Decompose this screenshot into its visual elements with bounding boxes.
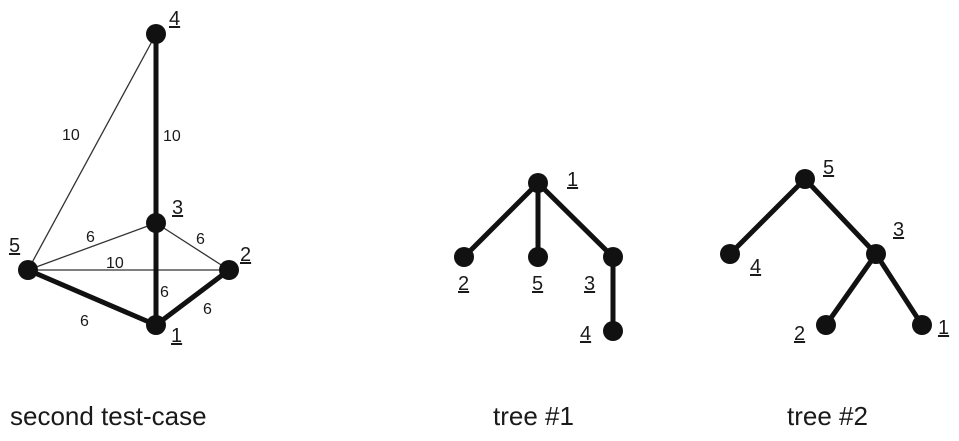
edge-5-4 xyxy=(27,33,157,271)
tree2-node-3-label: 3 xyxy=(893,219,904,241)
weight-5-4: 10 xyxy=(62,127,80,144)
graph-second-test-case: 4 3 5 2 1 10 10 6 6 10 6 6 6 second test… xyxy=(9,8,251,431)
graph-node-2 xyxy=(219,260,239,280)
tree2-node-1-label: 1 xyxy=(938,317,949,339)
tree2-edge-3-2 xyxy=(823,251,879,328)
tree1-node-1-label: 1 xyxy=(567,169,578,191)
tree-2: 5 4 3 2 1 tree #2 xyxy=(720,157,949,431)
tree2-node-5 xyxy=(795,169,815,189)
graph-node-5 xyxy=(18,260,38,280)
tree2-node-3 xyxy=(866,244,886,264)
tree1-node-3 xyxy=(603,247,623,267)
tree1-node-3-label: 3 xyxy=(584,273,595,295)
tree2-node-1 xyxy=(912,315,932,335)
tree1-node-2-label: 2 xyxy=(458,273,469,295)
tree1-edge-1-2 xyxy=(461,180,541,260)
edge-5-3 xyxy=(27,222,157,271)
tree2-edge-3-1 xyxy=(873,251,925,328)
graph-node-5-label: 5 xyxy=(9,235,20,257)
tree1-node-2 xyxy=(454,247,474,267)
weight-4-3: 10 xyxy=(163,128,181,145)
weight-5-1: 6 xyxy=(80,313,89,330)
tree2-node-4-label: 4 xyxy=(750,256,761,278)
edge-5-1 xyxy=(25,267,159,328)
tree2-node-4 xyxy=(720,244,740,264)
graph-node-4-label: 4 xyxy=(169,8,180,30)
edge-3-2 xyxy=(155,222,230,271)
weight-3-1: 6 xyxy=(160,284,169,301)
tree1-edge-1-3 xyxy=(535,180,616,260)
weight-5-3: 6 xyxy=(86,229,95,246)
tree1-caption: tree #1 xyxy=(493,401,574,431)
tree1-node-4 xyxy=(603,321,623,341)
graph-caption: second test-case xyxy=(10,401,207,431)
tree1-node-5-label: 5 xyxy=(532,273,543,295)
tree2-edge-5-3 xyxy=(802,176,879,257)
graph-node-1-label: 1 xyxy=(171,325,182,347)
weight-2-1: 6 xyxy=(203,301,212,318)
weight-5-2: 10 xyxy=(106,255,124,272)
graph-node-3 xyxy=(146,213,166,233)
graph-node-2-label: 2 xyxy=(240,244,251,266)
tree2-edge-5-4 xyxy=(727,176,808,257)
tree2-node-2-label: 2 xyxy=(794,323,805,345)
tree1-node-1 xyxy=(528,173,548,193)
tree2-node-2 xyxy=(816,315,836,335)
tree2-node-5-label: 5 xyxy=(823,157,834,179)
edge-2-1 xyxy=(153,267,232,328)
tree1-node-5 xyxy=(528,247,548,267)
graph-node-1 xyxy=(146,315,166,335)
tree2-caption: tree #2 xyxy=(787,401,868,431)
tree-1: 1 2 5 3 4 tree #1 xyxy=(454,169,623,431)
graph-node-3-label: 3 xyxy=(172,197,183,219)
weight-3-2: 6 xyxy=(196,231,205,248)
graph-node-4 xyxy=(146,24,166,44)
tree1-node-4-label: 4 xyxy=(580,323,591,345)
